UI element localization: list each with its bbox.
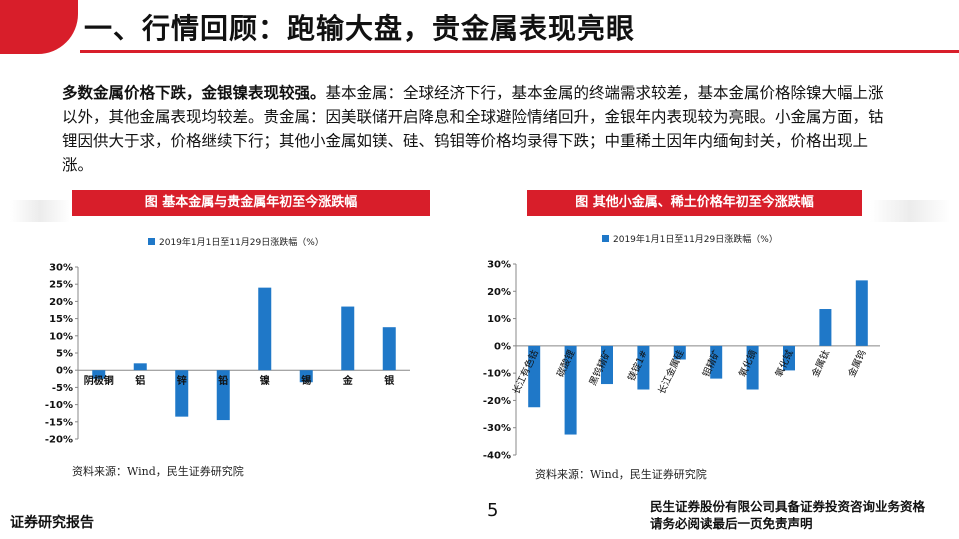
summary-paragraph: 多数金属价格下跌，金银镍表现较强。基本金属：全球经济下行，基本金属的终端需求较差… xyxy=(62,81,892,177)
chart2-bar xyxy=(710,345,723,379)
page-title: 一、行情回顾：跑输大盘，贵金属表现亮眼 xyxy=(84,12,636,45)
chart1-x-label: 锌 xyxy=(177,374,187,387)
chart1-y-tick-label: -5% xyxy=(52,383,73,394)
chart1-x-label: 银 xyxy=(384,374,395,387)
chart2-bar xyxy=(855,280,868,346)
chart2-y-tick-label: -10% xyxy=(483,369,511,380)
chart2-bar xyxy=(528,345,541,408)
title-divider xyxy=(80,50,959,53)
chart2-y-tick-label: 10% xyxy=(487,314,511,325)
chart2-y-tick-label: -40% xyxy=(483,451,511,462)
chart2-y-tick-label: -30% xyxy=(483,423,511,434)
chart1-x-label: 铝 xyxy=(135,374,145,387)
chart2-source: 资料来源：Wind，民生证券研究院 xyxy=(535,468,707,481)
chart1-bar xyxy=(216,370,230,421)
chart2: 2019年1月1日至11月29日涨跌幅（%） 30% 20% 10% 0% -10% -20… xyxy=(483,233,880,462)
chart1-x-label: 铅 xyxy=(218,374,228,387)
chart2-bar xyxy=(746,345,759,390)
chart1-bar xyxy=(382,327,396,371)
chart1-x-label: 金 xyxy=(342,374,354,387)
disclaimer-block: 民生证券股份有限公司具备证券投资咨询业务资格 请务必阅读最后一页免责声明 xyxy=(650,498,925,532)
chart2-y-tick-label: -20% xyxy=(483,396,511,407)
chart2-x-label: 长江金属硅 xyxy=(656,348,687,397)
chart2-x-label: 金属钛 xyxy=(809,348,832,379)
chart1-x-label: 镍 xyxy=(260,374,270,387)
chart1-title: 图 基本金属与贵金属年初至今涨跌幅 xyxy=(72,190,430,216)
report-type-label: 证券研究报告 xyxy=(10,515,94,531)
chart2-bar xyxy=(601,345,613,385)
chart2-bar xyxy=(673,345,686,360)
chart1-bar xyxy=(175,370,189,417)
chart1-y-tick-label: -10% xyxy=(45,400,73,411)
chart1-y-tick-label: 5% xyxy=(56,349,73,360)
chart2-bar xyxy=(564,345,577,435)
summary-body: 基本金属：全球经济下行，基本金属的终端需求较差，基本金属价格除镍大幅上涨以外，其… xyxy=(62,84,884,174)
disclaimer-line-2: 请务必阅读最后一页免责声明 xyxy=(650,516,813,531)
chart1-legend-swatch xyxy=(148,238,155,245)
chart1-y-tick-label: 25% xyxy=(49,280,73,291)
decorative-shade xyxy=(870,200,950,222)
summary-lead: 多数金属价格下跌，金银镍表现较强。 xyxy=(62,84,326,102)
chart2-title: 图 其他小金属、稀土价格年初至今涨跌幅 xyxy=(527,190,862,216)
chart1-x-label: 锡 xyxy=(301,374,311,387)
chart1-bar xyxy=(299,370,313,383)
chart1-y-tick-label: 0% xyxy=(56,366,73,377)
chart2-y-tick-label: 0% xyxy=(494,341,511,352)
chart1-bar xyxy=(92,370,106,379)
chart1-bar xyxy=(258,287,272,371)
chart2-x-label: 金属钨 xyxy=(846,348,869,379)
chart1-y-tick-label: 15% xyxy=(49,314,73,325)
chart1-legend-label: 2019年1月1日至11月29日涨跌幅（%） xyxy=(159,236,324,248)
chart1-y-tick-label: -15% xyxy=(45,417,73,428)
chart1-y-tick-label: 30% xyxy=(49,263,73,274)
chart2-bar xyxy=(783,345,795,371)
chart2-bar xyxy=(819,309,832,346)
chart1: 2019年1月1日至11月29日涨跌幅（%） 30% 25% 20% 15% 10% 5% 0… xyxy=(45,236,410,446)
chart1-x-label: 阴极铜 xyxy=(84,374,114,387)
chart1-y-tick-label: 20% xyxy=(49,297,73,308)
chart1-y-tick-label: -20% xyxy=(45,435,73,446)
chart1-bar xyxy=(341,306,355,371)
chart1-y-tick-label: 10% xyxy=(49,331,73,342)
chart1-source: 资料来源：Wind，民生证券研究院 xyxy=(72,465,244,478)
chart2-y-tick-label: 30% xyxy=(487,260,511,271)
decorative-shade xyxy=(10,200,70,222)
chart1-bar xyxy=(133,363,147,371)
chart2-y-tick-label: 20% xyxy=(487,287,511,298)
chart2-legend-label: 2019年1月1日至11月29日涨跌幅（%） xyxy=(613,233,778,245)
chart2-legend-swatch xyxy=(602,235,609,242)
page-number: 5 xyxy=(487,500,499,521)
chart2-bar xyxy=(637,345,650,390)
title-accent-tab xyxy=(0,0,78,54)
disclaimer-line-1: 民生证券股份有限公司具备证券投资咨询业务资格 xyxy=(650,499,926,514)
